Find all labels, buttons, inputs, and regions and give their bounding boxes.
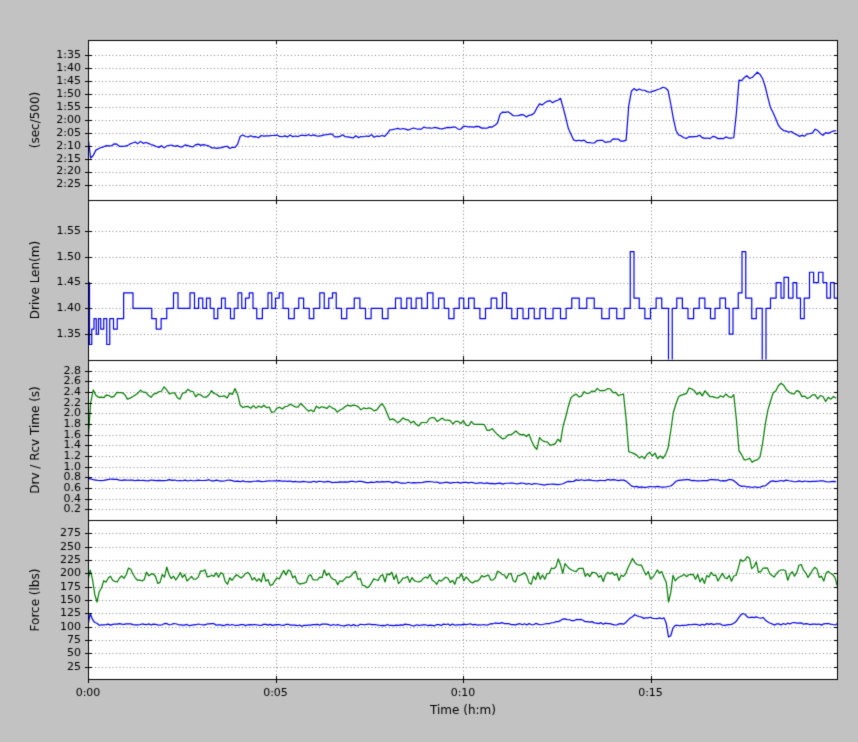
stroke-metrics-plot-canvas [0, 0, 858, 742]
stroke-metrics-figure: Input File: sled_2016-04-21T06-29-02.str… [0, 0, 858, 742]
